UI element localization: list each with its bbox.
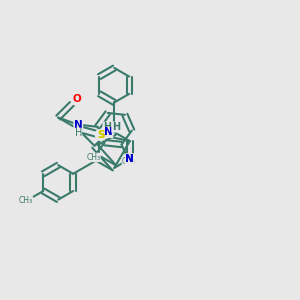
Text: CH₃: CH₃	[122, 157, 136, 166]
Text: S: S	[97, 130, 104, 140]
Text: N: N	[125, 154, 134, 164]
Text: O: O	[72, 94, 81, 104]
Text: H: H	[103, 122, 111, 132]
Text: CH₃: CH₃	[86, 153, 100, 162]
Text: CH₃: CH₃	[19, 196, 33, 206]
Text: N: N	[125, 154, 134, 164]
Circle shape	[124, 154, 135, 164]
Text: S: S	[97, 130, 104, 140]
Text: N: N	[74, 120, 83, 130]
Text: H: H	[112, 122, 120, 132]
Text: H: H	[75, 128, 82, 138]
Circle shape	[95, 130, 106, 140]
Text: N: N	[104, 128, 113, 137]
